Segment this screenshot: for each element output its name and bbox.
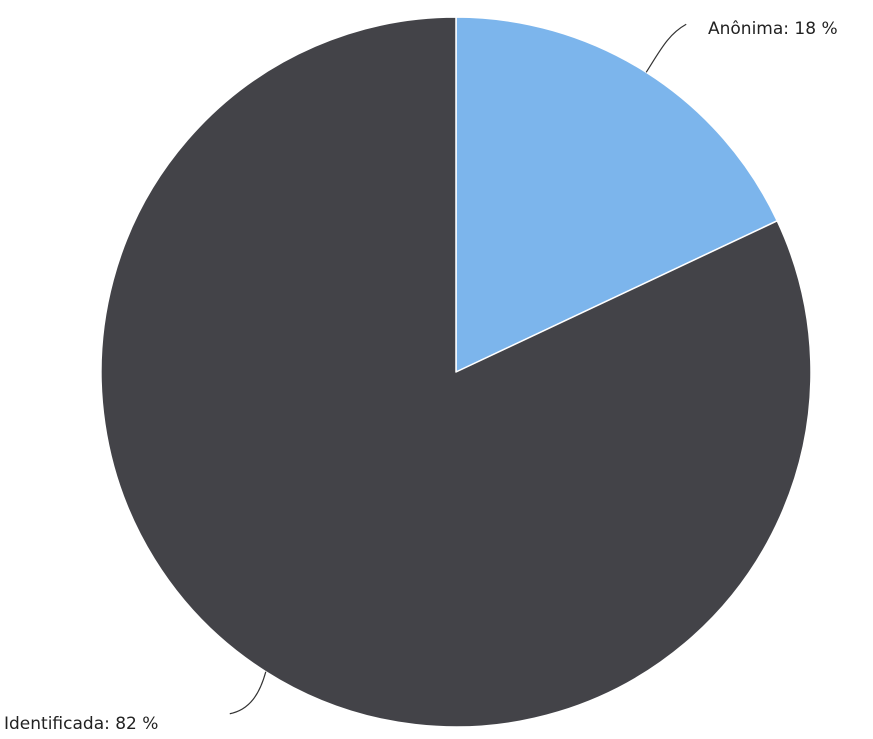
data-labels: Anônima: 18 % Identificada: 82 % bbox=[4, 19, 838, 734]
leader-line-an-nima bbox=[645, 23, 687, 73]
data-label-an-nima: Anônima: 18 % bbox=[708, 19, 838, 39]
pie-slice-identificada bbox=[100, 16, 812, 728]
leader-line-identificada bbox=[229, 671, 267, 715]
data-label-identificada: Identificada: 82 % bbox=[4, 714, 158, 734]
pie-slices bbox=[100, 16, 812, 728]
leader-lines bbox=[229, 23, 687, 715]
